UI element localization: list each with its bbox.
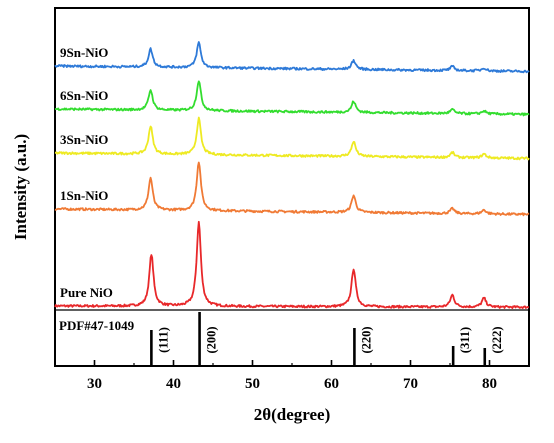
series-labels: Pure NiO 1Sn-NiO 3Sn-NiO 6Sn-NiO 9Sn-NiO	[60, 45, 113, 300]
x-axis-ticks: 30 40 50 60 70 80	[54, 360, 530, 392]
reference-label: (220)	[359, 326, 373, 353]
series-line-9sn-nio	[54, 41, 530, 74]
series-line-1sn-nio	[54, 161, 530, 217]
x-tick-label: 80	[482, 376, 497, 392]
reference-name: PDF#47-1049	[59, 318, 135, 333]
series-line-3sn-nio	[54, 116, 530, 161]
x-tick-label: 40	[166, 376, 181, 392]
diffraction-patterns	[54, 41, 530, 309]
x-tick-label: 30	[87, 376, 102, 392]
series-line-6sn-nio	[54, 80, 530, 117]
x-tick-label: 70	[403, 376, 418, 392]
series-line-pure-nio	[54, 220, 530, 309]
x-axis-label: 2θ(degree)	[254, 405, 331, 424]
reference-label: (311)	[458, 327, 472, 353]
series-label: 1Sn-NiO	[60, 188, 108, 203]
y-axis-label: Intensity (a.u.)	[11, 134, 30, 240]
series-label: 3Sn-NiO	[60, 132, 108, 147]
series-label: 6Sn-NiO	[60, 88, 108, 103]
plot-frame	[54, 7, 530, 367]
series-label: 9Sn-NiO	[60, 45, 108, 60]
reference-lines: (111) (200) (220) (311) (222)	[150, 312, 504, 366]
series-label: Pure NiO	[60, 285, 113, 300]
reference-label: (111)	[156, 327, 170, 353]
reference-label: (200)	[205, 326, 219, 353]
x-tick-label: 50	[245, 376, 260, 392]
x-tick-label: 60	[324, 376, 339, 392]
reference-label: (222)	[490, 326, 504, 353]
